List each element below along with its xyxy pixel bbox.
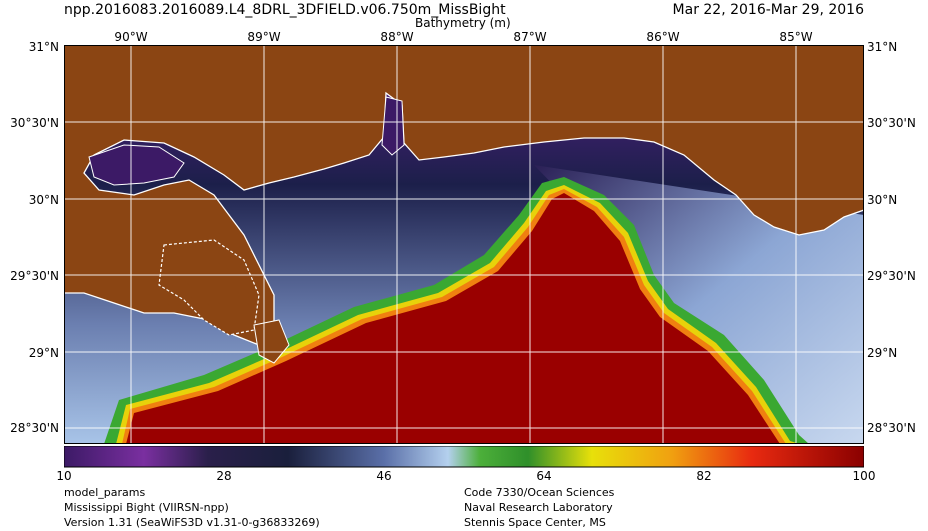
colorbar-tick-label: 46 [376,469,392,483]
variable-label: Bathymetry (m) [415,16,511,30]
footer-left-line: Mississippi Bight (VIIRSN-npp) [64,501,229,514]
lat-label-right: 29°N [867,346,898,360]
colorbar [64,446,864,468]
mobile-bay [381,96,405,156]
colorbar-tick-label: 82 [696,469,712,483]
deep-water [126,193,780,444]
footer-right-line: Code 7330/Ocean Sciences [464,486,615,499]
bathymetry-map [64,45,864,444]
footer-right-line: Naval Research Laboratory [464,501,613,514]
lat-label-left: 29°30'N [10,269,59,283]
lat-label-right: 30°30'N [867,116,916,130]
lat-label-left: 31°N [28,40,59,54]
lat-label-left: 28°30'N [10,421,59,435]
footer-right-line: Stennis Space Center, MS [464,516,606,529]
footer-left-line: Version 1.31 (SeaWiFS3D v1.31-0-g3683326… [64,516,320,529]
lon-label: 88°W [380,30,414,44]
lon-label: 85°W [779,30,813,44]
footer-left-line: model_params [64,486,146,499]
product-title: npp.2016083.2016089.L4_8DRL_3DFIELD.v06.… [64,2,506,18]
lon-label: 87°W [513,30,547,44]
lon-label: 90°W [114,30,148,44]
lon-label: 86°W [646,30,680,44]
colorbar-tick-label: 10 [56,469,72,483]
colorbar-tick-label: 28 [216,469,232,483]
lat-label-right: 31°N [867,40,898,54]
lat-label-left: 30°30'N [10,116,59,130]
lat-label-right: 29°30'N [867,269,916,283]
map-frame [64,45,864,444]
lat-label-right: 28°30'N [867,421,916,435]
date-range: Mar 22, 2016-Mar 29, 2016 [672,2,864,18]
colorbar-tick-label: 64 [536,469,552,483]
colorbar-tick-label: 100 [852,469,876,483]
lake-pontchartrain [88,144,185,186]
graticule [64,45,864,444]
lat-label-left: 29°N [28,346,59,360]
delta-marsh [158,239,260,336]
lon-label: 89°W [247,30,281,44]
lat-label-right: 30°N [867,193,898,207]
colorbar-gradient [64,446,864,468]
lat-label-left: 30°N [28,193,59,207]
